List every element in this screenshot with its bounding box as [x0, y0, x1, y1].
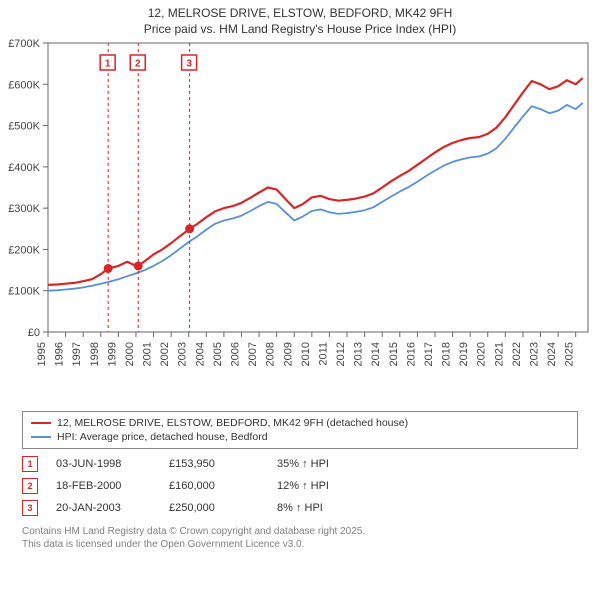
- trade-hpi: 12% ↑ HPI: [277, 480, 397, 492]
- chart-title-block: 12, MELROSE DRIVE, ELSTOW, BEDFORD, MK42…: [0, 0, 600, 37]
- svg-text:1996: 1996: [54, 342, 66, 366]
- svg-text:2009: 2009: [282, 342, 294, 366]
- svg-text:1998: 1998: [89, 342, 101, 366]
- svg-text:2017: 2017: [423, 342, 435, 366]
- svg-text:£0: £0: [28, 327, 40, 339]
- svg-text:1999: 1999: [106, 342, 118, 366]
- trade-row: 1 03-JUN-1998 £153,950 35% ↑ HPI: [22, 453, 578, 475]
- legend-label: 12, MELROSE DRIVE, ELSTOW, BEDFORD, MK42…: [57, 417, 408, 429]
- svg-text:2016: 2016: [405, 342, 417, 366]
- svg-text:2011: 2011: [317, 342, 329, 366]
- legend-item: 12, MELROSE DRIVE, ELSTOW, BEDFORD, MK42…: [31, 416, 569, 430]
- chart-area: £0 £100K £200K £300K £400K £500K £600K £700K 199…: [0, 37, 600, 407]
- chart-svg: £0 £100K £200K £300K £400K £500K £600K £700K 199…: [0, 37, 600, 407]
- trade-date: 03-JUN-1998: [56, 458, 151, 470]
- legend-swatch: [31, 436, 51, 438]
- svg-text:2000: 2000: [124, 342, 136, 366]
- svg-text:£700K: £700K: [8, 38, 40, 50]
- trade-price: £250,000: [169, 502, 259, 514]
- svg-text:2020: 2020: [476, 342, 488, 366]
- svg-text:£200K: £200K: [8, 245, 40, 257]
- svg-text:£400K: £400K: [8, 162, 40, 174]
- svg-text:2001: 2001: [142, 342, 154, 366]
- svg-text:£500K: £500K: [8, 121, 40, 133]
- trade-price: £160,000: [169, 480, 259, 492]
- svg-text:3: 3: [186, 59, 192, 70]
- svg-text:1997: 1997: [71, 342, 83, 366]
- trade-row: 3 20-JAN-2003 £250,000 8% ↑ HPI: [22, 497, 578, 519]
- legend-item: HPI: Average price, detached house, Bedf…: [31, 430, 569, 444]
- trade-price: £153,950: [169, 458, 259, 470]
- svg-text:£600K: £600K: [8, 79, 40, 91]
- footer-line1: Contains HM Land Registry data © Crown c…: [22, 525, 578, 538]
- title-line2: Price paid vs. HM Land Registry's House …: [0, 22, 600, 38]
- trade-marker: 2: [22, 478, 38, 494]
- svg-text:2010: 2010: [300, 342, 312, 366]
- svg-text:2013: 2013: [353, 342, 365, 366]
- trade-hpi: 35% ↑ HPI: [277, 458, 397, 470]
- trade-date: 20-JAN-2003: [56, 502, 151, 514]
- title-line1: 12, MELROSE DRIVE, ELSTOW, BEDFORD, MK42…: [0, 6, 600, 22]
- svg-text:2006: 2006: [229, 342, 241, 366]
- svg-text:£300K: £300K: [8, 203, 40, 215]
- svg-text:2024: 2024: [546, 342, 558, 366]
- trades-table: 1 03-JUN-1998 £153,950 35% ↑ HPI 2 18-FEB-200…: [22, 453, 578, 519]
- svg-text:2003: 2003: [177, 342, 189, 366]
- svg-text:2004: 2004: [194, 342, 206, 366]
- svg-text:2002: 2002: [159, 342, 171, 366]
- svg-text:2023: 2023: [529, 342, 541, 366]
- legend: 12, MELROSE DRIVE, ELSTOW, BEDFORD, MK42…: [22, 411, 578, 449]
- svg-text:2007: 2007: [247, 342, 259, 366]
- svg-text:1995: 1995: [36, 342, 48, 366]
- trade-row: 2 18-FEB-2000 £160,000 12% ↑ HPI: [22, 475, 578, 497]
- footer-line2: This data is licensed under the Open Gov…: [22, 538, 578, 551]
- svg-text:2014: 2014: [370, 342, 382, 366]
- svg-text:2005: 2005: [212, 342, 224, 366]
- svg-text:2012: 2012: [335, 342, 347, 366]
- svg-text:2022: 2022: [511, 342, 523, 366]
- trade-date: 18-FEB-2000: [56, 480, 151, 492]
- svg-text:2018: 2018: [441, 342, 453, 366]
- svg-text:£100K: £100K: [8, 286, 40, 298]
- trade-marker: 3: [22, 500, 38, 516]
- svg-text:2: 2: [135, 59, 141, 70]
- svg-text:2025: 2025: [564, 342, 576, 366]
- legend-label: HPI: Average price, detached house, Bedf…: [57, 431, 268, 443]
- svg-text:2019: 2019: [458, 342, 470, 366]
- footer: Contains HM Land Registry data © Crown c…: [22, 525, 578, 551]
- svg-text:1: 1: [105, 59, 111, 70]
- legend-swatch: [31, 422, 51, 424]
- svg-text:2015: 2015: [388, 342, 400, 366]
- trade-marker: 1: [22, 456, 38, 472]
- svg-text:2021: 2021: [493, 342, 505, 366]
- svg-text:2008: 2008: [265, 342, 277, 366]
- trade-hpi: 8% ↑ HPI: [277, 502, 397, 514]
